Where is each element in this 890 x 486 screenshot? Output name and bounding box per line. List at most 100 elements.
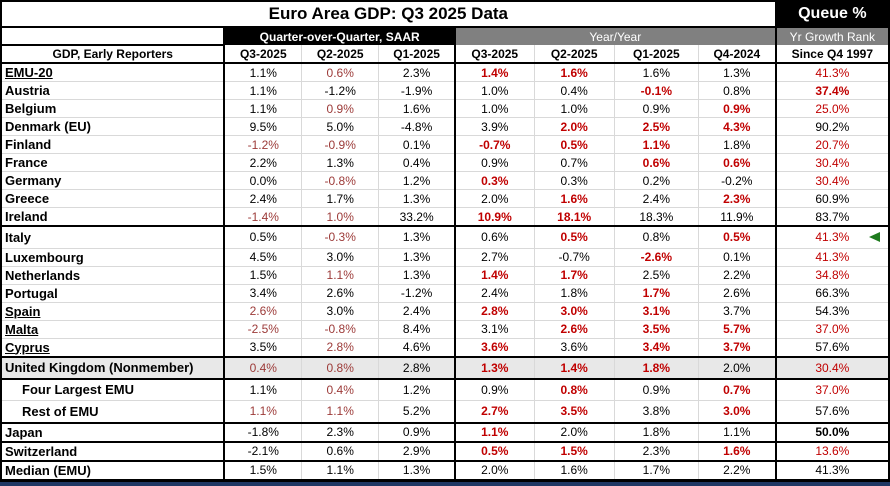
data-cell: 37.0% — [775, 378, 889, 401]
data-cell: 1.7% — [614, 460, 699, 481]
data-cell: 1.2% — [378, 378, 456, 401]
data-cell: 3.5% — [224, 338, 303, 358]
data-cell: 18.1% — [534, 207, 615, 227]
data-cell: 1.1% — [224, 378, 303, 401]
table-row: Japan -1.8% 2.3% 0.9% 1.1% 2.0% 1.8% 1.1% 50.0% — [1, 422, 889, 443]
data-cell: 1.5% — [534, 441, 615, 462]
data-cell: 0.4% — [224, 356, 303, 380]
row-label: France — [1, 153, 226, 172]
data-cell: 50.0% — [775, 422, 889, 443]
data-cell: 2.6% — [534, 320, 615, 339]
data-cell: 0.8% — [614, 226, 699, 249]
data-cell: 3.5% — [534, 400, 615, 424]
table-row: Netherlands 1.5% 1.1% 1.3% 1.4% 1.7% 2.5% 2.2% 3… — [1, 266, 889, 285]
column-header-row: GDP, Early Reporters Q3-2025 Q2-2025 Q1-20… — [1, 45, 889, 64]
data-cell: 3.0% — [301, 248, 380, 267]
data-cell: 41.3% — [775, 460, 889, 481]
data-cell: 1.1% — [614, 135, 699, 154]
row-label: Finland — [1, 135, 226, 154]
data-cell: 2.2% — [698, 460, 777, 481]
yoy-group-header: Year/Year — [454, 27, 777, 45]
blank-corner-cell — [1, 27, 226, 46]
data-cell: 3.1% — [614, 302, 699, 321]
row-label: Greece — [1, 189, 226, 208]
data-cell: 1.8% — [698, 135, 777, 154]
data-cell: 3.7% — [698, 338, 777, 358]
data-cell: 57.6% — [775, 400, 889, 424]
bottom-navy-strip — [0, 481, 890, 486]
growth-rank-group-header: Yr Growth Rank — [775, 27, 889, 45]
data-cell: -1.9% — [378, 81, 456, 100]
data-cell: -2.6% — [614, 248, 699, 267]
page-title: Euro Area GDP: Q3 2025 Data — [0, 0, 777, 28]
data-cell: 3.4% — [224, 284, 303, 303]
column-header-yoy-q4-2024: Q4-2024 — [698, 45, 777, 64]
data-cell: 66.3% — [775, 284, 889, 303]
data-cell: 1.1% — [224, 81, 303, 100]
data-cell: -4.8% — [378, 117, 456, 136]
data-cell: 10.9% — [454, 207, 535, 227]
data-cell: 0.5% — [534, 135, 615, 154]
green-arrow-marker — [869, 232, 880, 242]
row-label: Malta — [1, 320, 226, 339]
data-cell: 1.6% — [378, 99, 456, 118]
data-cell: 3.8% — [614, 400, 699, 424]
data-cell: 37.4% — [775, 81, 889, 100]
data-cell: 25.0% — [775, 99, 889, 118]
row-label: Netherlands — [1, 266, 226, 285]
data-cell: 2.9% — [378, 441, 456, 462]
qoq-group-header: Quarter-over-Quarter, SAAR — [224, 27, 456, 45]
data-cell: 18.3% — [614, 207, 699, 227]
column-header-yoy-q2-2025: Q2-2025 — [534, 45, 615, 64]
row-label: Rest of EMU — [1, 400, 226, 424]
data-cell: 0.2% — [614, 171, 699, 190]
data-cell: 2.2% — [224, 153, 303, 172]
data-cell: -0.7% — [534, 248, 615, 267]
data-cell: -1.2% — [378, 284, 456, 303]
data-cell: 0.4% — [534, 81, 615, 100]
data-cell: 0.5% — [534, 226, 615, 249]
table-row: Austria 1.1% -1.2% -1.9% 1.0% 0.4% -0.1% 0.8% 37… — [1, 81, 889, 100]
data-cell: 30.4% — [775, 171, 889, 190]
data-cell: 3.1% — [454, 320, 535, 339]
data-cell: 2.8% — [378, 356, 456, 380]
table-row: Denmark (EU) 9.5% 5.0% -4.8% 3.9% 2.0% 2.5% 4.3… — [1, 117, 889, 136]
data-cell: 3.5% — [614, 320, 699, 339]
data-cell: 1.1% — [698, 422, 777, 443]
data-cell: 9.5% — [224, 117, 303, 136]
row-label: Japan — [1, 422, 226, 443]
data-cell: 0.9% — [454, 153, 535, 172]
table-row: Switzerland -2.1% 0.6% 2.9% 0.5% 1.5% 2.3% 1.6%… — [1, 441, 889, 462]
data-cell: 30.4% — [775, 153, 889, 172]
data-cell: 0.4% — [378, 153, 456, 172]
data-cell: 0.7% — [534, 153, 615, 172]
data-cell: 0.5% — [698, 226, 777, 249]
data-cell: 3.0% — [698, 400, 777, 424]
data-cell: 20.7% — [775, 135, 889, 154]
data-cell: 41.3% — [775, 226, 889, 249]
data-cell: 3.0% — [534, 302, 615, 321]
data-cell: 0.8% — [698, 81, 777, 100]
data-cell: 3.7% — [698, 302, 777, 321]
table-row: Italy 0.5% -0.3% 1.3% 0.6% 0.5% 0.8% 0.5% 41.3% — [1, 226, 889, 249]
data-cell: 2.4% — [614, 189, 699, 208]
data-cell: 1.6% — [534, 460, 615, 481]
data-cell: -0.8% — [301, 171, 380, 190]
table-row: Ireland -1.4% 1.0% 33.2% 10.9% 18.1% 18.3% 11.9… — [1, 207, 889, 227]
table-row: Luxembourg 4.5% 3.0% 1.3% 2.7% -0.7% -2.6% 0.1%… — [1, 248, 889, 267]
data-cell: 1.8% — [614, 422, 699, 443]
data-cell: 1.5% — [224, 460, 303, 481]
data-cell: 2.3% — [378, 63, 456, 82]
data-cell: 2.5% — [614, 117, 699, 136]
data-cell: 0.9% — [698, 99, 777, 118]
data-cell: 4.3% — [698, 117, 777, 136]
data-cell: 0.6% — [301, 441, 380, 462]
data-cell: 0.3% — [454, 171, 535, 190]
data-cell: 0.8% — [301, 356, 380, 380]
row-label: Spain — [1, 302, 226, 321]
data-cell: 4.5% — [224, 248, 303, 267]
data-cell: 2.0% — [534, 422, 615, 443]
data-cell: 1.3% — [378, 248, 456, 267]
